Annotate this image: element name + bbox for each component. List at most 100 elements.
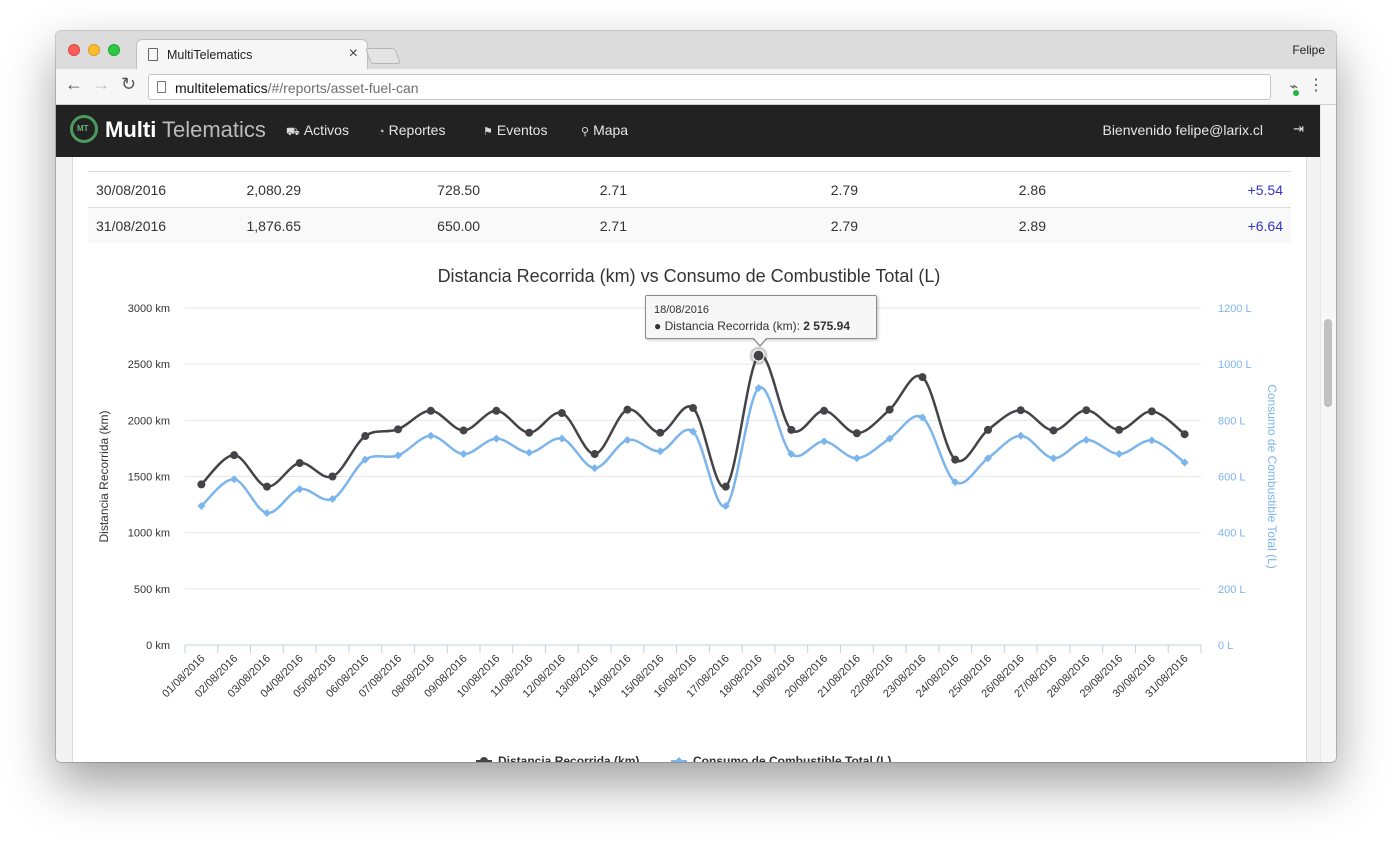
distance-point[interactable] <box>361 432 370 441</box>
nav-link-activos[interactable]: ⛟ Activos <box>286 122 349 140</box>
fuel-point[interactable] <box>1180 458 1189 467</box>
legend-item-distance[interactable]: Distancia Recorrida (km) <box>476 754 639 762</box>
distance-point[interactable] <box>1049 426 1058 435</box>
reload-icon[interactable]: ↻ <box>121 74 137 94</box>
distance-point[interactable] <box>394 425 403 434</box>
browser-tab[interactable]: MultiTelematics × <box>136 39 368 70</box>
fuel-point[interactable] <box>623 435 632 444</box>
y-left-tick-label: 1500 km <box>128 472 170 484</box>
distance-point[interactable] <box>230 451 239 460</box>
distance-point[interactable] <box>951 455 960 464</box>
fuel-point[interactable] <box>918 413 927 422</box>
profile-name[interactable]: Felipe <box>1292 43 1325 57</box>
new-tab-button[interactable] <box>365 48 401 64</box>
distance-point[interactable] <box>885 405 894 414</box>
fuel-point[interactable] <box>754 384 763 393</box>
fuel-point[interactable] <box>852 454 861 463</box>
fuel-point[interactable] <box>197 501 206 510</box>
logo-icon[interactable]: MT <box>70 115 98 143</box>
document-icon <box>148 48 158 61</box>
fuel-point[interactable] <box>787 450 796 459</box>
fuel-point[interactable] <box>885 434 894 443</box>
distance-point[interactable] <box>1115 425 1124 434</box>
fuel-point[interactable] <box>295 485 304 494</box>
distance-point[interactable] <box>689 403 697 412</box>
minimize-window-button[interactable] <box>88 44 100 56</box>
distance-point[interactable] <box>820 406 829 415</box>
distance-point[interactable] <box>262 482 271 491</box>
fuel-point[interactable] <box>689 427 697 436</box>
fuel-point[interactable] <box>394 451 403 460</box>
distance-point[interactable] <box>1147 407 1156 416</box>
fuel-point[interactable] <box>1115 450 1124 459</box>
fuel-point[interactable] <box>459 450 468 459</box>
distance-point[interactable] <box>590 450 599 459</box>
logo-text-bold[interactable]: Multi <box>105 117 157 142</box>
fuel-point[interactable] <box>1082 435 1091 444</box>
distance-point[interactable] <box>656 428 665 437</box>
distance-point[interactable] <box>1180 430 1189 439</box>
tab-title: MultiTelematics <box>167 48 253 62</box>
distance-fuel-chart[interactable]: Distancia Recorrida (km) vs Consumo de C… <box>56 157 1320 762</box>
distance-point[interactable] <box>852 429 861 438</box>
tooltip-pointer-fill <box>753 337 767 345</box>
nav-link-reportes[interactable]: ◔ Reportes <box>378 122 445 138</box>
welcome-user-link[interactable]: Bienvenido felipe@larix.cl <box>1102 122 1263 138</box>
nav-link-mapa[interactable]: ⚲ Mapa <box>581 122 628 138</box>
fuel-point[interactable] <box>525 448 534 457</box>
url-text[interactable]: multitelematics/#/reports/asset-fuel-can <box>175 80 419 96</box>
page-info-icon[interactable] <box>157 81 166 93</box>
fuel-point[interactable] <box>1016 431 1025 440</box>
fuel-point[interactable] <box>820 437 829 446</box>
fuel-point[interactable] <box>656 447 665 456</box>
fuel-point[interactable] <box>951 478 960 487</box>
distance-point[interactable] <box>525 428 534 437</box>
cell-date: 31/08/2016 <box>96 218 167 234</box>
scrollbar-thumb[interactable] <box>1324 319 1332 407</box>
fuel-point[interactable] <box>1049 454 1058 463</box>
fuel-point[interactable] <box>262 509 271 518</box>
distance-point[interactable] <box>623 405 632 414</box>
close-window-button[interactable] <box>68 44 80 56</box>
address-bar[interactable]: multitelematics/#/reports/asset-fuel-can <box>148 74 1271 100</box>
logo-text-light[interactable]: Telematics <box>162 117 266 142</box>
fuel-point[interactable] <box>230 475 239 484</box>
distance-point[interactable] <box>721 482 730 491</box>
logout-icon[interactable]: ⇥ <box>1293 121 1304 136</box>
nav-link-eventos[interactable]: ⚑ Eventos <box>483 122 547 138</box>
distance-point[interactable] <box>426 406 435 415</box>
forward-arrow-icon[interactable]: → <box>92 74 110 94</box>
chart-legend[interactable]: Distancia Recorrida (km) Consumo de Combu… <box>476 754 891 762</box>
distance-point[interactable] <box>787 425 796 434</box>
chart-axes <box>184 645 1202 653</box>
fuel-point[interactable] <box>361 455 370 464</box>
legend-item-fuel[interactable]: Consumo de Combustible Total (L) <box>671 754 891 762</box>
distance-point[interactable] <box>1016 406 1025 415</box>
distance-point[interactable] <box>983 425 992 434</box>
distance-point[interactable] <box>328 472 337 481</box>
distance-point[interactable] <box>918 373 927 382</box>
distance-point[interactable] <box>295 459 304 468</box>
fuel-point[interactable] <box>983 454 992 463</box>
fuel-point[interactable] <box>328 494 337 503</box>
page-scrollbar[interactable] <box>1320 105 1336 762</box>
fuel-point[interactable] <box>1147 436 1156 445</box>
close-tab-icon[interactable]: × <box>348 45 358 62</box>
distance-point[interactable] <box>492 406 501 415</box>
fuel-point[interactable] <box>426 431 435 440</box>
distance-point[interactable] <box>459 426 468 435</box>
distance-point[interactable] <box>197 480 206 489</box>
maximize-window-button[interactable] <box>108 44 120 56</box>
back-arrow-icon[interactable]: ← <box>65 74 83 94</box>
fuel-point[interactable] <box>557 434 566 443</box>
antenna-extension-icon[interactable]: ⌁ <box>1289 78 1298 94</box>
highlighted-point[interactable] <box>752 349 765 362</box>
cell-difference: +6.64 <box>1247 218 1283 234</box>
nav-link-label: Activos <box>303 122 349 138</box>
fuel-point[interactable] <box>721 501 730 510</box>
vertical-dots-icon[interactable]: ⋮ <box>1308 77 1324 94</box>
fuel-point[interactable] <box>492 434 501 443</box>
fuel-point[interactable] <box>590 464 599 473</box>
distance-point[interactable] <box>1082 406 1091 415</box>
distance-point[interactable] <box>557 409 566 418</box>
